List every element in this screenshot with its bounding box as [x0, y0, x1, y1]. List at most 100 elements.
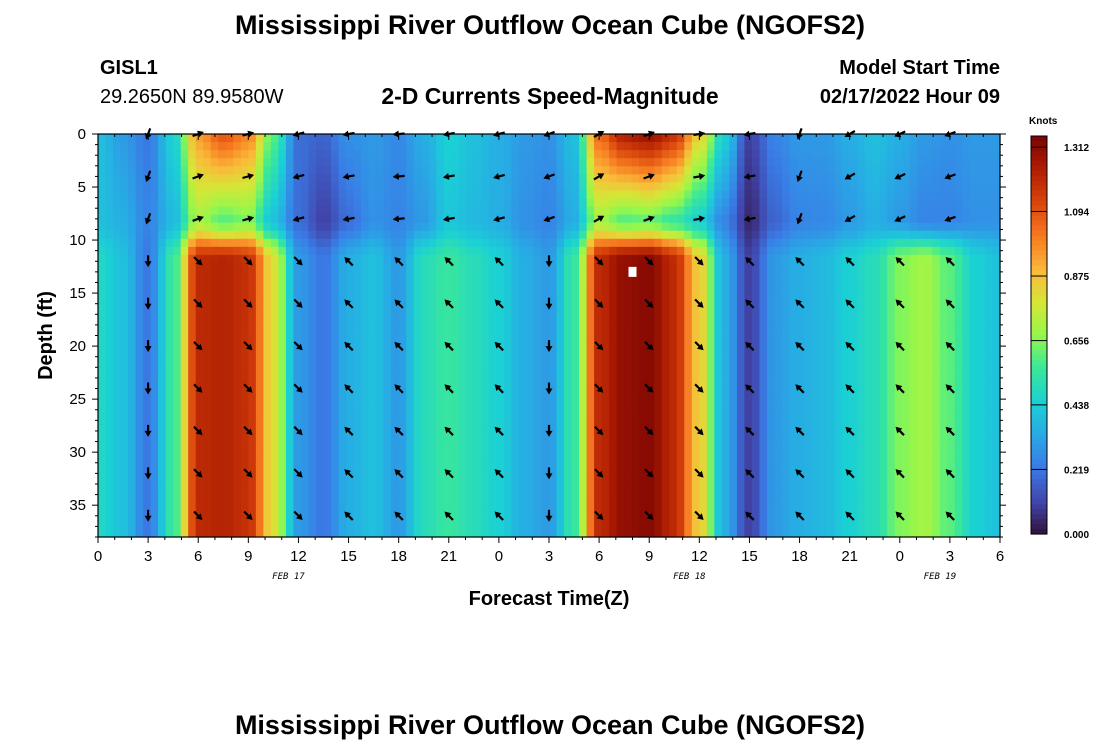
- heatmap-cell: [188, 222, 197, 232]
- heatmap-cell: [308, 206, 317, 216]
- heatmap-cell: [128, 504, 137, 514]
- heatmap-cell: [706, 206, 715, 216]
- heatmap-cell: [165, 198, 174, 208]
- heatmap-cell: [556, 303, 565, 312]
- heatmap-cell: [759, 424, 768, 433]
- heatmap-cell: [120, 271, 129, 280]
- heatmap-cell: [436, 480, 445, 490]
- heatmap-cell: [255, 262, 264, 272]
- heatmap-cell: [646, 142, 655, 151]
- heatmap-cell: [541, 464, 550, 474]
- heatmap-cell: [255, 238, 264, 248]
- heatmap-cell: [541, 528, 550, 538]
- heatmap-cell: [346, 351, 355, 361]
- heatmap-cell: [541, 504, 550, 514]
- heatmap-cell: [812, 142, 821, 151]
- heatmap-cell: [368, 214, 377, 224]
- heatmap-cell: [195, 295, 204, 304]
- heatmap-cell: [361, 367, 370, 377]
- heatmap-cell: [549, 367, 558, 377]
- heatmap-cell: [586, 416, 595, 425]
- heatmap-cell: [466, 343, 475, 353]
- heatmap-cell: [827, 319, 836, 329]
- heatmap-cell: [240, 432, 249, 441]
- heatmap-cell: [759, 496, 768, 506]
- heatmap-cell: [827, 488, 836, 498]
- heatmap-cell: [195, 190, 204, 200]
- heatmap-cell: [443, 262, 452, 272]
- heatmap-cell: [496, 166, 505, 175]
- heatmap-cell: [383, 496, 392, 506]
- heatmap-cell: [368, 440, 377, 449]
- heatmap-cell: [165, 504, 174, 514]
- heatmap-cell: [834, 520, 843, 530]
- heatmap-cell: [488, 262, 497, 272]
- heatmap-cell: [556, 222, 565, 232]
- heatmap-cell: [827, 327, 836, 337]
- heatmap-cell: [458, 150, 467, 159]
- heatmap-cell: [173, 512, 182, 522]
- heatmap-cell: [699, 343, 708, 353]
- heatmap-cell: [263, 150, 272, 159]
- heatmap-cell: [586, 319, 595, 329]
- heatmap-cell: [113, 408, 122, 417]
- heatmap-cell: [195, 424, 204, 433]
- heatmap-cell: [421, 190, 430, 200]
- heatmap-cell: [616, 440, 625, 449]
- heatmap-cell: [173, 496, 182, 506]
- heatmap-cell: [481, 440, 490, 449]
- heatmap-cell: [571, 206, 580, 216]
- heatmap-cell: [278, 190, 287, 200]
- heatmap-cell: [383, 166, 392, 175]
- heatmap-cell: [105, 424, 114, 433]
- heatmap-cell: [421, 295, 430, 304]
- heatmap-cell: [180, 238, 189, 248]
- heatmap-cell: [361, 496, 370, 506]
- heatmap-cell: [315, 198, 325, 208]
- heatmap-cell: [158, 367, 167, 377]
- heatmap-cell: [406, 166, 415, 175]
- heatmap-cell: [278, 359, 287, 369]
- heatmap-cell: [413, 262, 422, 272]
- heatmap-cell: [481, 150, 490, 159]
- heatmap-cell: [105, 238, 114, 248]
- heatmap-cell: [391, 134, 400, 143]
- heatmap-cell: [488, 496, 497, 506]
- heatmap-cell: [293, 391, 302, 401]
- heatmap-cell: [173, 464, 182, 474]
- heatmap-cell: [150, 480, 159, 490]
- heatmap-cell: [496, 142, 505, 151]
- heatmap-cell: [113, 343, 122, 353]
- heatmap-cell: [556, 432, 565, 441]
- heatmap-cell: [98, 448, 107, 457]
- heatmap-cell: [706, 391, 715, 401]
- heatmap-cell: [203, 472, 212, 482]
- heatmap-cell: [120, 230, 129, 240]
- heatmap-cell: [609, 295, 618, 304]
- heatmap-cell: [180, 335, 189, 345]
- heatmap-cell: [210, 303, 219, 312]
- heatmap-cell: [624, 480, 633, 490]
- heatmap-cell: [98, 488, 107, 498]
- heatmap-cell: [812, 214, 821, 224]
- heatmap-cell: [631, 464, 640, 474]
- heatmap-cell: [646, 295, 655, 304]
- heatmap-cell: [706, 367, 715, 377]
- heatmap-cell: [308, 416, 317, 425]
- heatmap-cell: [315, 166, 325, 175]
- heatmap-cell: [428, 448, 437, 457]
- heatmap-cell: [240, 198, 249, 208]
- heatmap-cell: [774, 174, 783, 183]
- heatmap-cell: [346, 238, 355, 248]
- heatmap-cell: [691, 432, 700, 441]
- heatmap-cell: [549, 464, 558, 474]
- heatmap-cell: [819, 327, 828, 337]
- heatmap-cell: [466, 391, 475, 401]
- heatmap-cell: [699, 150, 708, 159]
- heatmap-cell: [421, 303, 430, 312]
- heatmap-cell: [263, 166, 272, 175]
- heatmap-cell: [804, 416, 813, 425]
- heatmap-cell: [270, 319, 279, 329]
- heatmap-cell: [789, 440, 798, 449]
- heatmap-cell: [706, 399, 715, 409]
